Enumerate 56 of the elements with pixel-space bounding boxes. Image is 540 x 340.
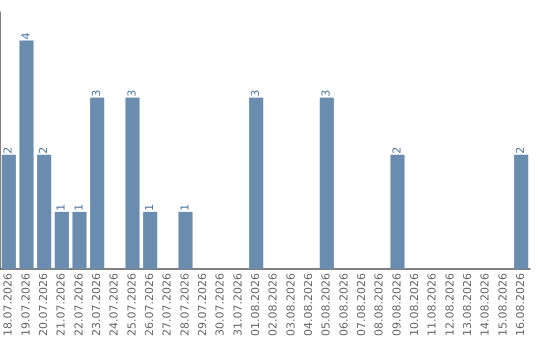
data-label: 1	[178, 204, 192, 211]
x-tick-label: 13.08.2026	[461, 273, 474, 336]
x-tick-label: 25.07.2026	[125, 273, 138, 336]
x-tick-label: 09.08.2026	[390, 273, 404, 336]
bar	[125, 98, 140, 270]
data-label: 2	[37, 146, 50, 154]
data-label: 1	[72, 204, 86, 211]
x-tick-label: 28.07.2026	[178, 273, 192, 336]
x-tick-label: 04.08.2026	[302, 273, 316, 336]
data-label: 2	[390, 146, 404, 154]
x-tick-label: 20.07.2026	[37, 273, 50, 336]
x-tick-label: 18.07.2026	[2, 273, 15, 336]
bar	[249, 98, 264, 270]
x-tick-label: 06.08.2026	[337, 273, 350, 336]
bar	[143, 212, 158, 270]
x-tick-label: 22.07.2026	[72, 273, 86, 336]
x-tick-label: 31.07.2026	[231, 273, 244, 336]
bar	[90, 98, 104, 270]
x-tick-label: 16.08.2026	[514, 273, 528, 336]
x-tick-label: 12.08.2026	[443, 273, 456, 336]
x-tick-label: 15.08.2026	[496, 273, 510, 336]
bar	[72, 212, 87, 270]
data-label: 1	[54, 204, 68, 211]
x-tick-label: 27.07.2026	[160, 273, 174, 336]
bar	[54, 212, 69, 270]
x-tick-label: 19.07.2026	[19, 273, 32, 336]
x-tick-label: 23.07.2026	[90, 273, 104, 336]
data-label: 2	[2, 146, 15, 154]
bar	[320, 98, 334, 270]
data-label: 3	[249, 90, 262, 97]
data-label: 2	[514, 146, 528, 154]
data-label: 1	[143, 204, 156, 211]
bar	[514, 154, 528, 270]
x-tick-label: 24.07.2026	[108, 273, 121, 336]
x-tick-label: 08.08.2026	[372, 273, 386, 336]
bar	[19, 40, 34, 270]
bar	[178, 212, 193, 270]
x-tick-label: 11.08.2026	[426, 273, 439, 336]
bar	[2, 154, 16, 270]
bar	[390, 154, 405, 270]
x-tick-label: 03.08.2026	[284, 273, 298, 336]
x-tick-label: 14.08.2026	[478, 273, 492, 336]
x-tick-label: 05.08.2026	[320, 273, 333, 336]
data-label: 3	[90, 90, 104, 97]
x-tick-label: 26.07.2026	[143, 273, 156, 336]
data-label: 3	[320, 90, 333, 97]
bar	[37, 154, 52, 270]
x-tick-label: 21.07.2026	[54, 273, 68, 336]
x-tick-label: 29.07.2026	[196, 273, 210, 336]
data-label: 3	[125, 90, 138, 97]
x-tick-label: 01.08.2026	[249, 273, 262, 336]
x-tick-label: 02.08.2026	[266, 273, 280, 336]
x-tick-label: 10.08.2026	[408, 273, 422, 336]
data-label: 4	[19, 32, 32, 40]
x-tick-label: 07.08.2026	[355, 273, 368, 336]
x-tick-label: 30.07.2026	[214, 273, 227, 336]
